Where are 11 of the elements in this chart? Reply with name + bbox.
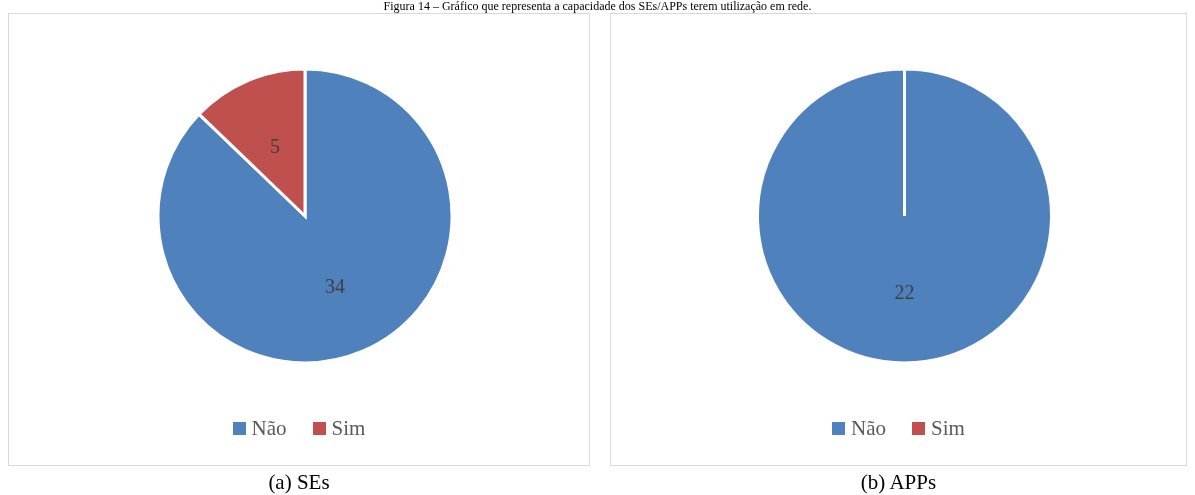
data-label: 34	[324, 275, 345, 298]
legend-label: Sim	[331, 416, 366, 441]
text: Figura 14 – Gráfico que representa a capacidade dos SEs/APPs terem utilização em rede.	[382, 0, 813, 14]
text: (a) SEs	[267, 470, 331, 495]
text: (b) APPs	[859, 470, 938, 495]
data-label: 5	[270, 134, 281, 157]
legend-label: Não	[851, 416, 887, 441]
pie-slice	[156, 67, 454, 365]
legend-label: Sim	[931, 416, 965, 441]
legend-label: Não	[251, 416, 287, 441]
data-label: 22	[894, 281, 915, 304]
